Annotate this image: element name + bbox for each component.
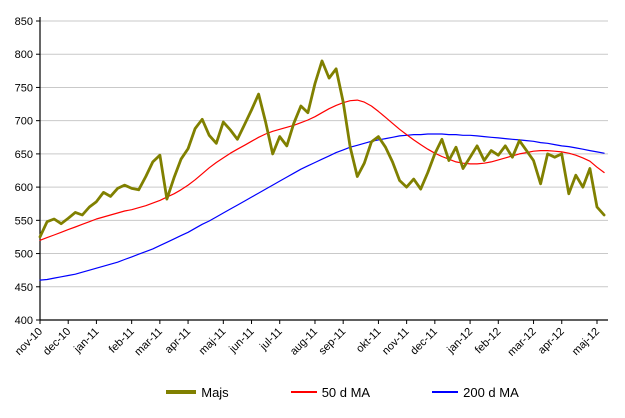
x-axis-label-jan-11: jan-11: [71, 326, 101, 356]
legend-item-majs: Majs: [166, 384, 229, 400]
y-axis-label-750: 750: [15, 82, 33, 94]
y-axis-label-850: 850: [15, 16, 33, 28]
x-axis-label-jan-12: jan-12: [444, 326, 475, 357]
y-axis-label-800: 800: [15, 49, 33, 61]
legend-label-majs: Majs: [201, 384, 229, 400]
legend-item-50d-ma: 50 d MA: [290, 384, 371, 400]
x-axis-label-nov-11: nov-11: [380, 326, 412, 358]
legend-line-sample-200d-ma: [432, 391, 459, 393]
y-axis-label-600: 600: [15, 182, 33, 194]
legend-item-200d-ma: 200 d MA: [432, 385, 519, 400]
y-axis-label-700: 700: [15, 116, 33, 128]
legend-label-50d-ma: 50 d MA: [321, 384, 371, 400]
y-axis-label-400: 400: [15, 315, 33, 327]
legend-line-sample-50d-ma: [290, 391, 317, 393]
x-axis-label-dec-11: dec-11: [408, 326, 440, 358]
x-axis-label-feb-11: feb-11: [107, 326, 137, 356]
chart-plot-area: 400450500550600650700750800850nov-10dec-…: [13, 16, 608, 359]
chart-legend: Majs 50 d MA 200 d MA: [0, 379, 625, 405]
x-axis-label-aug-11: aug-11: [288, 326, 320, 358]
y-axis-label-650: 650: [15, 149, 33, 161]
x-axis-label-okt-11: okt-11: [354, 326, 384, 356]
legend-label-200d-ma: 200 d MA: [463, 384, 519, 400]
series-line-200-d-ma: [39, 133, 605, 281]
series-line-majs: [38, 59, 606, 239]
x-axis-label-maj-12: maj-12: [570, 326, 602, 358]
series-line-50-d-ma: [39, 99, 605, 241]
x-axis-label-mar-12: mar-12: [506, 326, 539, 359]
x-axis-label-dec-10: dec-10: [41, 326, 73, 358]
y-axis-label-450: 450: [15, 282, 33, 294]
x-axis-label-apr-11: apr-11: [163, 326, 193, 356]
x-axis-label-nov-10: nov-10: [13, 326, 45, 358]
x-axis-label-feb-12: feb-12: [473, 326, 504, 357]
x-axis-label-jun-11: jun-11: [226, 326, 256, 356]
x-axis-label-apr-12: apr-12: [536, 326, 567, 357]
x-axis-label-maj-11: maj-11: [197, 326, 229, 358]
x-axis-label-sep-11: sep-11: [317, 326, 349, 358]
y-axis-label-500: 500: [15, 249, 33, 261]
x-axis-label-jul-11: jul-11: [257, 326, 285, 354]
legend-line-sample-majs: [166, 390, 197, 394]
y-axis-label-550: 550: [15, 215, 33, 227]
x-axis-label-mar-11: mar-11: [132, 326, 165, 359]
